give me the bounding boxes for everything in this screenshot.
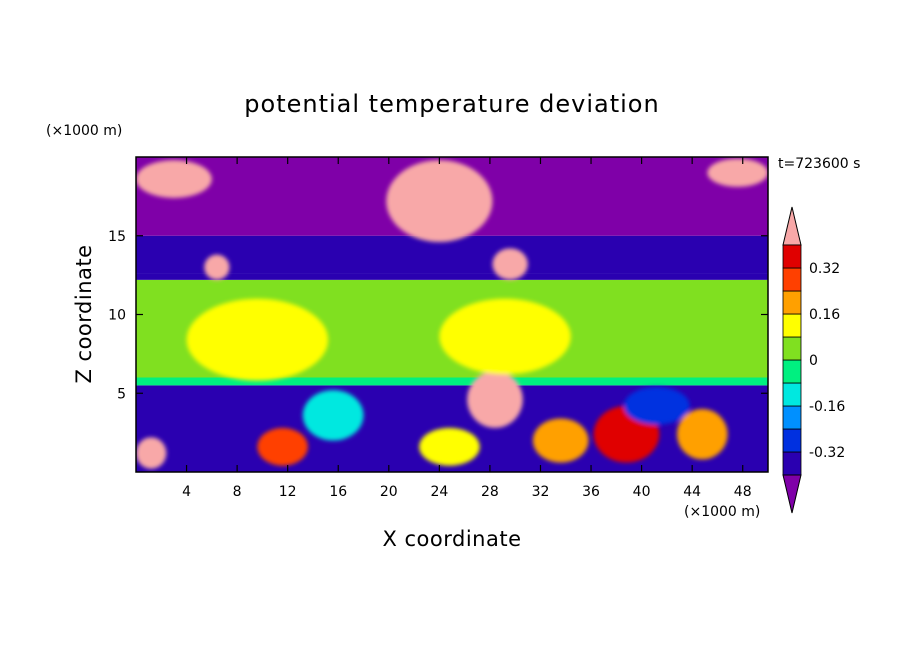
contour-anomaly-7 [419, 427, 480, 466]
x-tick-label: 8 [233, 484, 242, 500]
x-tick-label: 32 [532, 484, 550, 500]
colorbar-tick-label: -0.16 [809, 399, 845, 415]
x-tick-label: 16 [329, 484, 347, 500]
x-unit-label: (×1000 m) [684, 504, 760, 520]
contour-anomaly-3 [467, 371, 523, 428]
colorbar-segment [782, 428, 802, 453]
colorbar-segment [782, 451, 802, 476]
contour-anomaly-0 [386, 160, 493, 243]
contour-anomaly-12 [186, 298, 329, 381]
y-unit-label: (×1000 m) [46, 123, 122, 139]
x-tick-label: 24 [430, 484, 448, 500]
contour-anomaly-1 [492, 248, 528, 280]
contour-band-1 [136, 377, 768, 386]
contour-anomaly-6 [532, 418, 589, 463]
x-tick-label: 48 [734, 484, 752, 500]
y-tick-label: 15 [108, 229, 126, 245]
contour-anomalies [136, 158, 768, 469]
x-tick-label: 28 [481, 484, 499, 500]
contour-anomaly-14 [302, 390, 364, 441]
contour-anomaly-15 [623, 386, 690, 425]
colorbar-segment [782, 267, 802, 292]
contour-band-5 [136, 235, 768, 252]
contour-anomaly-9 [136, 437, 167, 469]
x-tick-label: 20 [380, 484, 398, 500]
x-axis-label: X coordinate [382, 527, 521, 551]
y-axis-label: Z coordinate [72, 244, 96, 383]
colorbar-segment [782, 336, 802, 361]
contour-anomaly-11 [707, 158, 768, 187]
colorbar-segment [782, 382, 802, 407]
colorbar-segment [782, 359, 802, 384]
contour-band-4 [136, 251, 768, 274]
contour-band-3 [136, 273, 768, 280]
contour-anomaly-8 [676, 409, 728, 460]
contour-anomaly-2 [204, 254, 230, 280]
colorbar-segment [782, 405, 802, 430]
colorbar-segment [782, 290, 802, 315]
contour-anomaly-5 [257, 427, 308, 466]
colorbar-tick-label: 0 [809, 353, 818, 369]
contour-plot-area [136, 157, 768, 472]
colorbar-tick-label: 0.32 [809, 261, 840, 277]
colorbar-tick-label: -0.32 [809, 445, 845, 461]
contour-anomaly-13 [439, 298, 571, 375]
chart-title: potential temperature deviation [244, 90, 659, 118]
contour-anomaly-10 [136, 160, 212, 198]
colorbar: -0.32 -0.16 0 0.16 0.32 [782, 206, 845, 514]
x-tick-label: 36 [582, 484, 600, 500]
colorbar-extend-top [782, 206, 802, 246]
x-tick-label: 4 [182, 484, 191, 500]
colorbar-segment [782, 313, 802, 338]
x-axis-ticks: 4 8 12 16 20 24 28 32 36 40 44 48 [182, 157, 752, 500]
x-tick-label: 44 [683, 484, 701, 500]
y-tick-label: 10 [108, 308, 126, 324]
colorbar-tick-label: 0.16 [809, 307, 840, 323]
x-tick-label: 40 [633, 484, 651, 500]
time-label: t=723600 s [778, 156, 860, 172]
colorbar-segment [782, 244, 802, 269]
colorbar-extend-bottom [782, 474, 802, 514]
y-axis-ticks: 5 10 15 [108, 229, 768, 402]
x-tick-label: 12 [279, 484, 297, 500]
y-tick-label: 5 [117, 386, 126, 402]
